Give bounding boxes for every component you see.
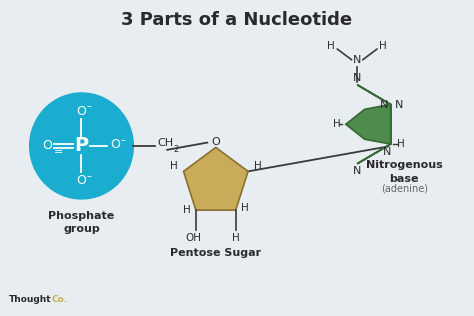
- Text: OH: OH: [185, 233, 201, 243]
- Text: N: N: [353, 55, 361, 65]
- Text: H: H: [241, 203, 249, 213]
- Text: O: O: [110, 138, 120, 151]
- Text: Co.: Co.: [52, 295, 68, 304]
- Text: =: =: [54, 147, 64, 157]
- Text: CH: CH: [157, 137, 173, 148]
- Text: N: N: [353, 166, 361, 175]
- Polygon shape: [346, 105, 391, 144]
- Text: H: H: [232, 233, 240, 243]
- Text: O: O: [77, 105, 86, 118]
- Text: 2: 2: [173, 145, 179, 154]
- Text: H: H: [170, 161, 178, 171]
- Text: 3 Parts of a Nucleotide: 3 Parts of a Nucleotide: [121, 11, 353, 29]
- Text: O: O: [43, 139, 53, 152]
- Text: N: N: [380, 100, 388, 110]
- Text: –: –: [120, 135, 126, 145]
- Text: O: O: [211, 137, 220, 147]
- Text: H: H: [333, 119, 340, 129]
- Text: P: P: [74, 137, 89, 155]
- Text: H: H: [182, 205, 190, 215]
- Circle shape: [30, 93, 133, 199]
- Text: H: H: [328, 41, 335, 51]
- Text: H: H: [254, 161, 261, 171]
- Text: –: –: [86, 101, 91, 112]
- Text: N: N: [383, 147, 391, 157]
- Text: N: N: [353, 73, 361, 82]
- Text: Nitrogenous
base: Nitrogenous base: [366, 161, 443, 184]
- Text: Pentose Sugar: Pentose Sugar: [170, 248, 261, 258]
- Text: O: O: [77, 174, 86, 187]
- Polygon shape: [357, 85, 391, 164]
- Text: H: H: [397, 139, 405, 149]
- Text: Thought: Thought: [9, 295, 51, 304]
- Polygon shape: [183, 147, 248, 210]
- Text: N: N: [395, 100, 403, 110]
- Text: Phosphate
group: Phosphate group: [48, 211, 115, 234]
- Text: (adenine): (adenine): [381, 184, 428, 193]
- Text: H: H: [379, 41, 387, 51]
- Text: –: –: [86, 171, 91, 181]
